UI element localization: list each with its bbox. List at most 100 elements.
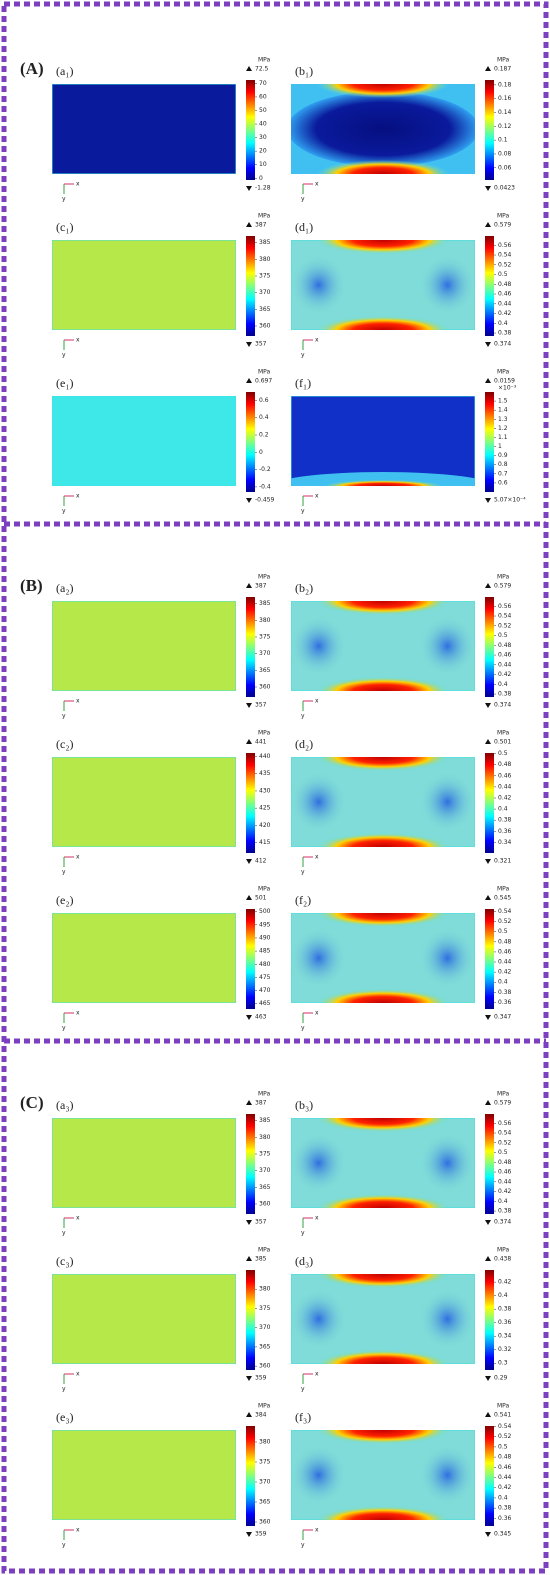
x-axis-label: x [315, 493, 319, 500]
colorbar-tick-label: 0.6 [259, 397, 269, 404]
y-axis-label: y [301, 508, 305, 515]
colorbar-tick-label: 420 [259, 822, 271, 829]
section-label: (B) [20, 576, 43, 595]
field-base [52, 84, 236, 174]
colorbar-tick-label: 0.4 [498, 320, 508, 327]
hot-zone [316, 1506, 450, 1520]
max-value: 387 [255, 222, 267, 229]
panel-label: (b₂) [295, 581, 313, 595]
colorbar [246, 1426, 255, 1526]
colorbar [246, 909, 255, 1009]
y-axis-label: y [62, 869, 66, 876]
panel-label: (c₂) [56, 737, 74, 751]
colorbar-tick-label: 375 [259, 273, 271, 280]
min-value: -0.459 [255, 497, 275, 504]
colorbar-tick-label: 375 [259, 1151, 271, 1158]
colorbar-tick-label: 0.46 [498, 772, 512, 779]
colorbar-tick-label: 0.9 [498, 452, 508, 459]
colorbar-tick-label: 0.38 [498, 1505, 512, 1512]
colorbar-tick-label: 380 [259, 1134, 271, 1141]
colorbar-tick-label: 0.08 [498, 150, 512, 157]
field-base [52, 1430, 236, 1520]
colorbar-tick-label: 475 [259, 974, 271, 981]
colorbar-tick-label: 435 [259, 770, 271, 777]
panel-label: (f₃) [295, 1410, 311, 1424]
colorbar-tick-label: 0.52 [498, 622, 512, 629]
colorbar-tick-label: 0.34 [498, 1333, 512, 1340]
colorbar-tick-label: 0.42 [498, 1484, 512, 1491]
field [52, 84, 236, 174]
max-value: 0.541 [494, 1412, 511, 1419]
x-axis-label: x [76, 1371, 80, 1378]
hot-zone [316, 833, 450, 847]
colorbar-tick-label: 375 [259, 1305, 271, 1312]
colorbar-multiplier: ×10⁻³ [498, 385, 517, 392]
colorbar [485, 80, 494, 180]
max-marker [246, 1100, 252, 1105]
colorbar-tick-label: 20 [259, 148, 267, 155]
colorbar-tick-label: 0.48 [498, 281, 512, 288]
min-marker [246, 498, 252, 503]
panel-label: (a₂) [56, 581, 74, 595]
max-value: 387 [255, 1100, 267, 1107]
colorbar-tick-label: 0.46 [498, 1169, 512, 1176]
max-marker [246, 378, 252, 383]
max-value: 441 [255, 739, 267, 746]
colorbar-tick-label: 0.12 [498, 123, 512, 130]
max-marker [246, 1412, 252, 1417]
colorbar-tick-label: 0.44 [498, 661, 512, 668]
colorbar-tick-label: 465 [259, 1000, 271, 1007]
colorbar-tick-label: 70 [259, 80, 267, 87]
field [52, 396, 236, 486]
x-axis-label: x [76, 854, 80, 861]
section-label: (A) [20, 59, 44, 78]
colorbar-tick-label: 380 [259, 617, 271, 624]
field [291, 601, 475, 691]
y-axis-label: y [301, 1230, 305, 1237]
x-axis-label: x [76, 181, 80, 188]
colorbar-tick-label: 385 [259, 1117, 271, 1124]
y-axis-label: y [62, 508, 66, 515]
colorbar-tick-label: 0.5 [498, 271, 508, 278]
min-value: 0.29 [494, 1375, 508, 1382]
colorbar-tick-label: 0.4 [498, 681, 508, 688]
hot-zone [316, 913, 450, 927]
colorbar [485, 1114, 494, 1214]
colorbar-tick-label: 0.42 [498, 795, 512, 802]
panel-label: (d₂) [295, 737, 313, 751]
hot-zone [316, 1274, 450, 1288]
panel-label: (c₃) [56, 1254, 74, 1268]
max-value: 0.579 [494, 222, 511, 229]
x-axis-label: x [315, 1215, 319, 1222]
colorbar-tick-label: 365 [259, 1343, 271, 1350]
colorbar-tick-label: 0.5 [498, 1443, 508, 1450]
min-marker [485, 703, 491, 708]
colorbar-tick-label: 0.7 [498, 470, 508, 477]
colorbar-tick-label: 1.4 [498, 407, 508, 414]
colorbar-tick-label: 0.36 [498, 1319, 512, 1326]
colorbar [485, 597, 494, 697]
colorbar-tick-label: 0.4 [259, 414, 269, 421]
cold-zone [419, 1289, 475, 1349]
unit: MPa [258, 730, 271, 737]
colorbar-tick-label: 0.48 [498, 938, 512, 945]
colorbar-tick-label: 0.5 [498, 750, 508, 757]
max-marker [485, 378, 491, 383]
max-value: 501 [255, 895, 267, 902]
unit: MPa [258, 213, 271, 220]
x-axis-label: x [315, 854, 319, 861]
colorbar-tick-label: 360 [259, 1363, 271, 1370]
colorbar-tick-label: 0.38 [498, 691, 512, 698]
colorbar-tick-label: 0.52 [498, 261, 512, 268]
min-value: 357 [255, 1219, 267, 1226]
max-marker [246, 895, 252, 900]
colorbar-tick-label: 0.48 [498, 1159, 512, 1166]
colorbar-tick-label: 490 [259, 934, 271, 941]
x-axis-label: x [76, 698, 80, 705]
colorbar-tick-label: 0.4 [498, 1292, 508, 1299]
colorbar-tick-label: 0.34 [498, 839, 512, 846]
max-marker [246, 222, 252, 227]
panel-label: (a₁) [56, 64, 74, 78]
min-marker [485, 1220, 491, 1225]
colorbar-tick-label: 380 [259, 1439, 271, 1446]
